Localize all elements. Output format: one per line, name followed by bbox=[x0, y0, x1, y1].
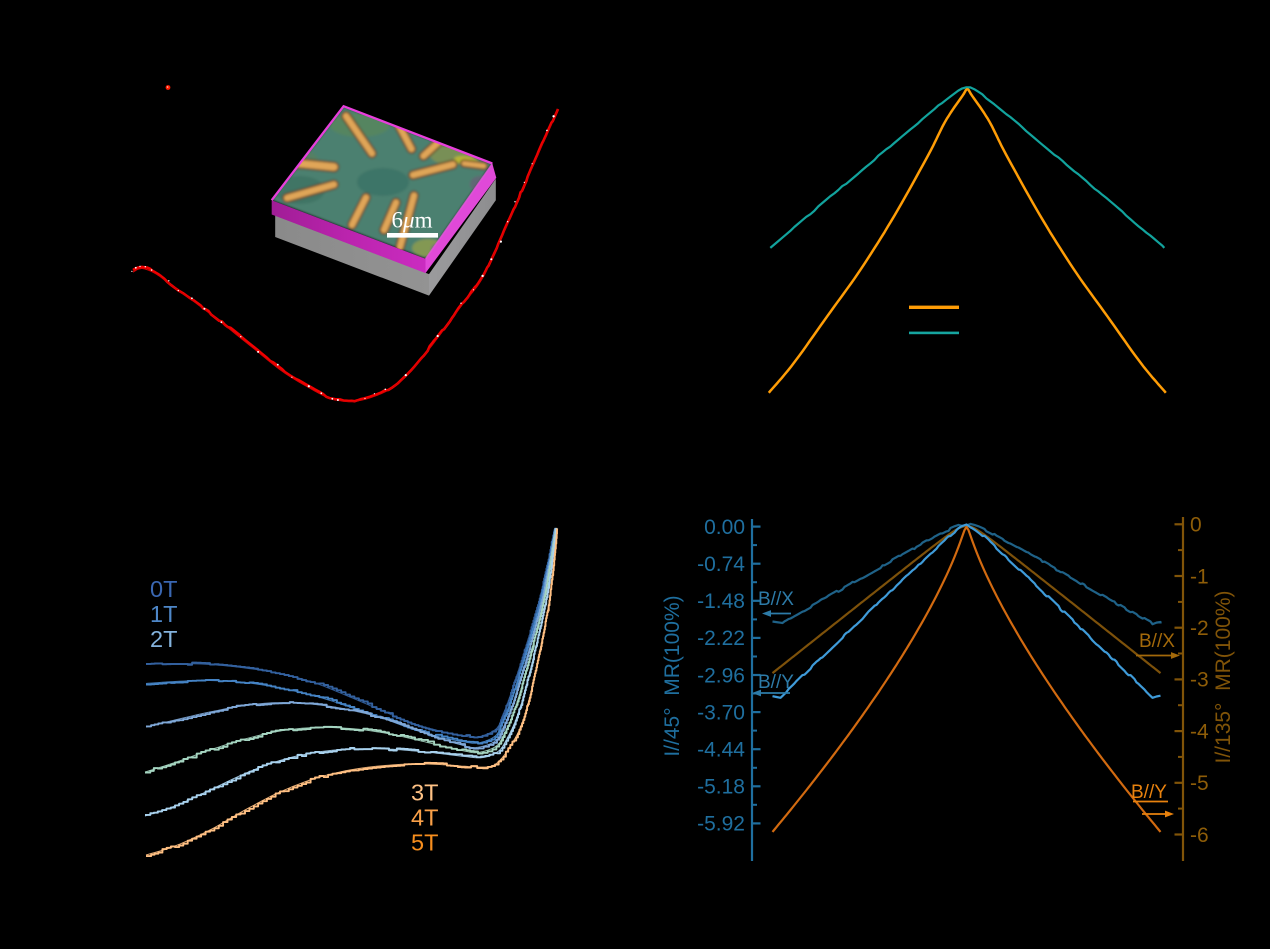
svg-text:-1.48: -1.48 bbox=[697, 590, 745, 613]
svg-text:0: 0 bbox=[1190, 514, 1202, 537]
svg-text:0T: 0T bbox=[150, 576, 177, 602]
svg-text:-0.74: -0.74 bbox=[697, 553, 745, 576]
svg-text:-2.22: -2.22 bbox=[697, 627, 745, 650]
svg-text:6μm: 6μm bbox=[392, 208, 433, 233]
svg-text:3T: 3T bbox=[411, 780, 438, 806]
svg-text:-1: -1 bbox=[1190, 565, 1209, 588]
svg-text:-3.70: -3.70 bbox=[697, 701, 745, 724]
svg-text:-5: -5 bbox=[1190, 772, 1209, 795]
svg-text:-5.18: -5.18 bbox=[697, 776, 745, 799]
svg-text:-3: -3 bbox=[1190, 669, 1209, 692]
svg-text:5T: 5T bbox=[411, 830, 438, 856]
svg-text:-4: -4 bbox=[1190, 720, 1209, 743]
svg-text:1T: 1T bbox=[150, 601, 177, 627]
svg-text:-2: -2 bbox=[1190, 617, 1209, 640]
svg-text:B//X: B//X bbox=[758, 589, 794, 610]
svg-text:B//Y: B//Y bbox=[1131, 782, 1167, 803]
svg-text:B//Y: B//Y bbox=[758, 672, 794, 693]
svg-text:0.00: 0.00 bbox=[704, 516, 745, 539]
svg-text:-6: -6 bbox=[1190, 824, 1209, 847]
svg-text:B//X: B//X bbox=[1139, 631, 1175, 652]
svg-text:4T: 4T bbox=[411, 805, 438, 831]
svg-text:-2.96: -2.96 bbox=[697, 664, 745, 687]
svg-text:I//45° MR(100%): I//45° MR(100%) bbox=[661, 595, 684, 756]
svg-text:I//135° MR(100%): I//135° MR(100%) bbox=[1212, 591, 1235, 764]
svg-text:2T: 2T bbox=[150, 626, 177, 652]
svg-text:-4.44: -4.44 bbox=[697, 739, 745, 762]
svg-text:-5.92: -5.92 bbox=[697, 813, 745, 836]
